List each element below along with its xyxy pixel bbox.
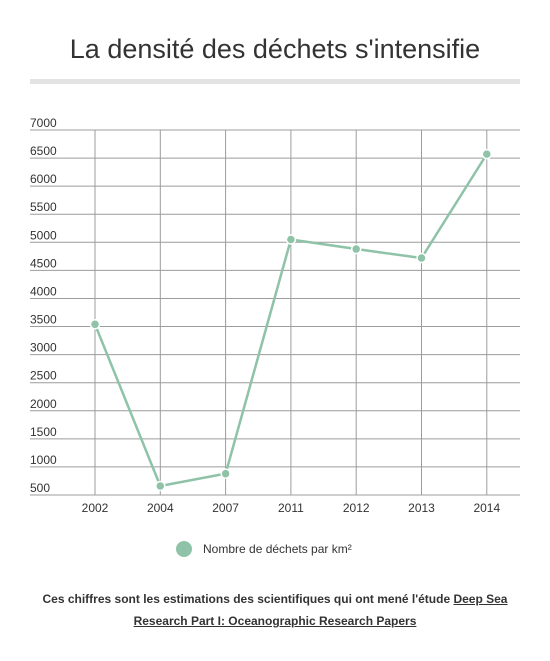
- y-tick-label: 4500: [30, 256, 57, 270]
- footnote-text: Ces chiffres sont les estimations des sc…: [42, 592, 454, 606]
- y-axis-tick-labels: 7000 6500 6000 5500 5000 4500 4000 3500 3000 2500…: [30, 116, 57, 495]
- y-tick-label: 2000: [30, 397, 57, 411]
- x-axis-tick-labels: 2002 2004 2007 2011 2012 2013 2014: [82, 501, 501, 515]
- data-point: [416, 252, 427, 264]
- chart-title: La densité des déchets s'intensifie: [69, 34, 481, 64]
- legend-swatch: [176, 541, 192, 557]
- title-divider: [30, 79, 520, 84]
- x-tick-label: 2014: [473, 501, 500, 515]
- y-tick-label: 6000: [30, 172, 57, 186]
- x-tick-label: 2002: [82, 501, 109, 515]
- y-tick-label: 1500: [30, 425, 57, 439]
- y-tick-label: 7000: [30, 116, 57, 130]
- footnote: Ces chiffres sont les estimations des sc…: [30, 588, 520, 632]
- x-tick-label: 2011: [278, 501, 304, 515]
- y-tick-label: 3500: [30, 313, 57, 327]
- legend: Nombre de déchets par km²: [176, 540, 352, 558]
- data-point: [285, 234, 297, 245]
- y-tick-label: 4000: [30, 284, 57, 298]
- x-tick-label: 2012: [343, 501, 370, 515]
- legend-label: Nombre de déchets par km²: [203, 542, 352, 556]
- data-point: [220, 468, 231, 479]
- x-tick-label: 2007: [212, 501, 239, 515]
- y-tick-label: 2500: [30, 369, 57, 383]
- y-tick-label: 1000: [30, 453, 57, 467]
- study-link[interactable]: Deep Sea Research Part I: Oceanographic …: [133, 592, 508, 628]
- x-tick-label: 2013: [408, 501, 435, 515]
- series-layer: [89, 148, 493, 492]
- data-point: [350, 243, 362, 255]
- y-tick-label: 6500: [30, 144, 57, 158]
- data-point: [89, 319, 101, 330]
- y-tick-label: 3000: [30, 341, 57, 355]
- grid-lines: [30, 129, 520, 496]
- y-tick-label: 500: [30, 481, 50, 495]
- data-point: [155, 480, 166, 492]
- y-tick-label: 5500: [30, 200, 57, 214]
- x-tick-label: 2004: [147, 501, 174, 515]
- y-tick-label: 5000: [30, 228, 57, 242]
- data-point: [481, 148, 493, 160]
